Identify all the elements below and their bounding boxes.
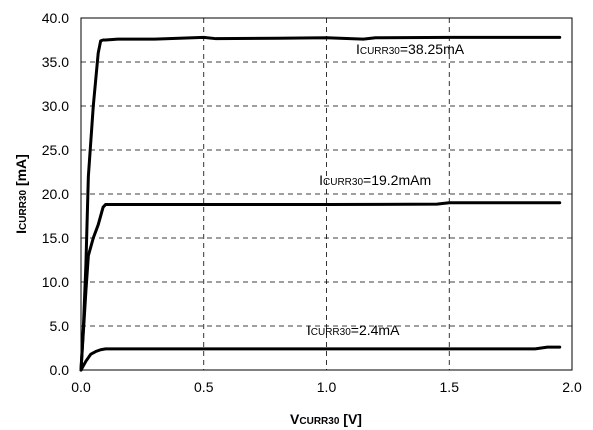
annotation-subscript: CURR30: [323, 177, 363, 188]
annotation-main: I: [319, 172, 323, 188]
annotation-label: ICURR30=38.25mA: [356, 41, 465, 57]
y-tick-label: 5.0: [50, 318, 70, 334]
annotation-main: I: [356, 41, 360, 57]
series-line: [79, 345, 562, 372]
x-tick-label: 2.0: [562, 379, 582, 395]
y-tick-label: 15.0: [42, 230, 69, 246]
plot-border: [80, 17, 573, 371]
annotation-value: =2.4mA: [351, 322, 400, 338]
y-tick-label: 20.0: [42, 186, 69, 202]
y-tick-label: 30.0: [42, 98, 69, 114]
annotation-label: ICURR30=2.4mA: [307, 322, 400, 338]
annotation-subscript: CURR30: [311, 327, 351, 338]
x-tick-labels: 0.0 0.5 1.0 1.5 2.0: [71, 379, 582, 395]
x-axis-label-subscript: CURR30: [299, 416, 339, 427]
series-lines: [79, 35, 562, 372]
y-axis-label-subscript: CURR30: [18, 190, 29, 230]
y-tick-label: 0.0: [50, 362, 70, 378]
x-axis-label-unit: [V]: [339, 411, 362, 427]
x-tick-label: 1.0: [317, 379, 337, 395]
x-tick-label: 1.5: [440, 379, 460, 395]
x-tick-label: 0.0: [71, 379, 91, 395]
x-axis-label: VCURR30 [V]: [290, 411, 362, 427]
y-axis-label-unit: [mA]: [13, 154, 29, 190]
y-tick-label: 35.0: [42, 54, 69, 70]
annotations: ICURR30=38.25mAICURR30=19.2mAmICURR30=2.…: [307, 41, 465, 338]
annotation-label: ICURR30=19.2mAm: [319, 172, 431, 188]
y-tick-label: 25.0: [42, 142, 69, 158]
y-tick-labels: 0.0 5.0 10.0 15.0 20.0 25.0 30.0 35.0 40.0: [42, 10, 69, 378]
y-tick-label: 10.0: [42, 274, 69, 290]
x-tick-label: 0.5: [194, 379, 214, 395]
annotation-main: I: [307, 322, 311, 338]
y-tick-label: 40.0: [42, 10, 69, 26]
series-line: [79, 201, 562, 372]
annotation-subscript: CURR30: [360, 46, 400, 57]
y-axis-label: ICURR30 [mA]: [13, 154, 29, 234]
annotation-value: =19.2mAm: [363, 172, 431, 188]
y-axis-label-main: I: [13, 230, 29, 234]
annotation-value: =38.25mA: [400, 41, 465, 57]
grid-lines: [81, 18, 572, 370]
series-line: [79, 35, 562, 372]
x-axis-label-main: V: [290, 411, 300, 427]
